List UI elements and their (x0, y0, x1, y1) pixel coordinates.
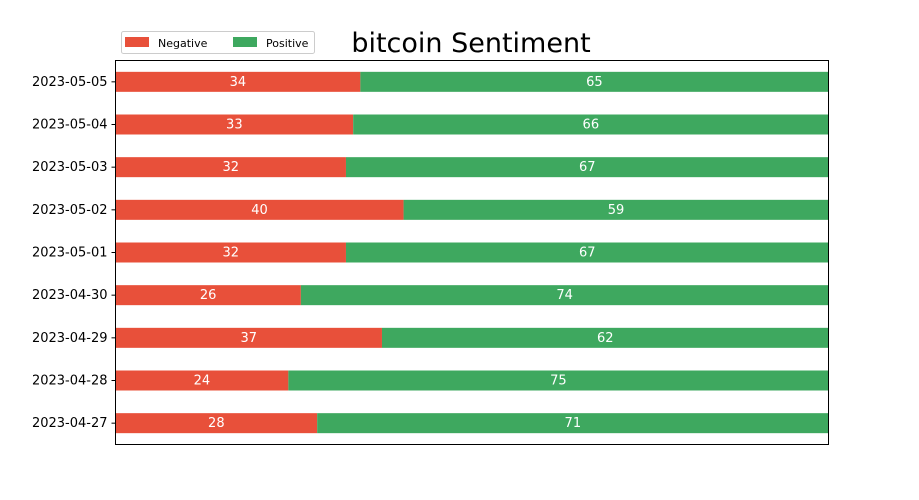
data-label-negative-2023-04-29: 37 (240, 331, 257, 346)
y-tick-label-2023-04-30: 2023-04-30 (32, 288, 108, 303)
bar-negative-2023-05-02 (115, 199, 404, 220)
bar-positive-2023-05-03 (345, 157, 829, 178)
legend-label-positive: Positive (266, 37, 309, 50)
data-label-negative-2023-04-27: 28 (208, 416, 225, 431)
y-tick-label-2023-05-02: 2023-05-02 (32, 203, 108, 218)
bar-positive-2023-05-04 (353, 114, 829, 135)
data-label-positive-2023-05-02: 59 (608, 203, 625, 218)
data-label-positive-2023-05-01: 67 (579, 246, 596, 261)
data-label-negative-2023-05-03: 32 (222, 160, 239, 175)
bar-negative-2023-05-03 (115, 157, 346, 178)
y-tick-label-2023-05-04: 2023-05-04 (32, 118, 108, 133)
bar-positive-2023-04-30 (300, 285, 829, 306)
data-label-negative-2023-05-02: 40 (251, 203, 268, 218)
plot-frame (115, 60, 829, 445)
data-label-negative-2023-04-28: 24 (194, 374, 211, 389)
y-tick-label-2023-04-28: 2023-04-28 (32, 374, 108, 389)
data-label-positive-2023-05-03: 67 (579, 160, 596, 175)
legend-label-negative: Negative (158, 37, 208, 50)
bar-positive-2023-04-28 (288, 370, 829, 391)
bar-negative-2023-04-27 (115, 413, 318, 434)
y-tick-label-2023-05-01: 2023-05-01 (32, 246, 108, 261)
data-label-positive-2023-04-28: 75 (550, 374, 567, 389)
y-tick-label-2023-05-05: 2023-05-05 (32, 75, 108, 90)
bar-negative-2023-05-05 (115, 71, 361, 92)
bar-negative-2023-04-28 (115, 370, 289, 391)
data-labels-layer: 34 65 33 66 32 67 40 59 32 67 26 74 37 62 24 75 28 71 (194, 75, 625, 431)
bar-negative-2023-04-29 (115, 327, 382, 348)
bar-positive-2023-04-27 (317, 413, 829, 434)
legend: Negative Positive (121, 31, 315, 54)
bar-positive-2023-05-02 (403, 199, 829, 220)
data-label-positive-2023-04-29: 62 (597, 331, 614, 346)
y-tick-label-2023-04-27: 2023-04-27 (32, 416, 108, 431)
bar-negative-2023-05-04 (115, 114, 354, 135)
legend-swatch-negative (125, 37, 149, 47)
data-label-negative-2023-05-01: 32 (222, 246, 239, 261)
y-axis: 2023-05-05 2023-05-04 2023-05-03 2023-05-02… (32, 75, 116, 431)
chart-title: bitcoin Sentiment (351, 28, 590, 59)
data-label-negative-2023-05-05: 34 (230, 75, 247, 90)
bars-layer (115, 71, 829, 434)
bar-negative-2023-05-01 (115, 242, 346, 263)
bar-positive-2023-05-01 (345, 242, 829, 263)
data-label-positive-2023-05-05: 65 (586, 75, 603, 90)
legend-box (121, 31, 315, 54)
y-tick-label-2023-04-29: 2023-04-29 (32, 331, 108, 346)
bar-negative-2023-04-30 (115, 285, 301, 306)
data-label-negative-2023-05-04: 33 (226, 118, 243, 133)
data-label-positive-2023-05-04: 66 (583, 118, 600, 133)
bar-positive-2023-05-05 (360, 71, 829, 92)
bar-positive-2023-04-29 (381, 327, 829, 348)
y-tick-label-2023-05-03: 2023-05-03 (32, 160, 108, 175)
legend-swatch-positive (233, 37, 257, 47)
data-label-positive-2023-04-30: 74 (556, 288, 573, 303)
data-label-positive-2023-04-27: 71 (565, 416, 582, 431)
data-label-negative-2023-04-30: 26 (200, 288, 217, 303)
